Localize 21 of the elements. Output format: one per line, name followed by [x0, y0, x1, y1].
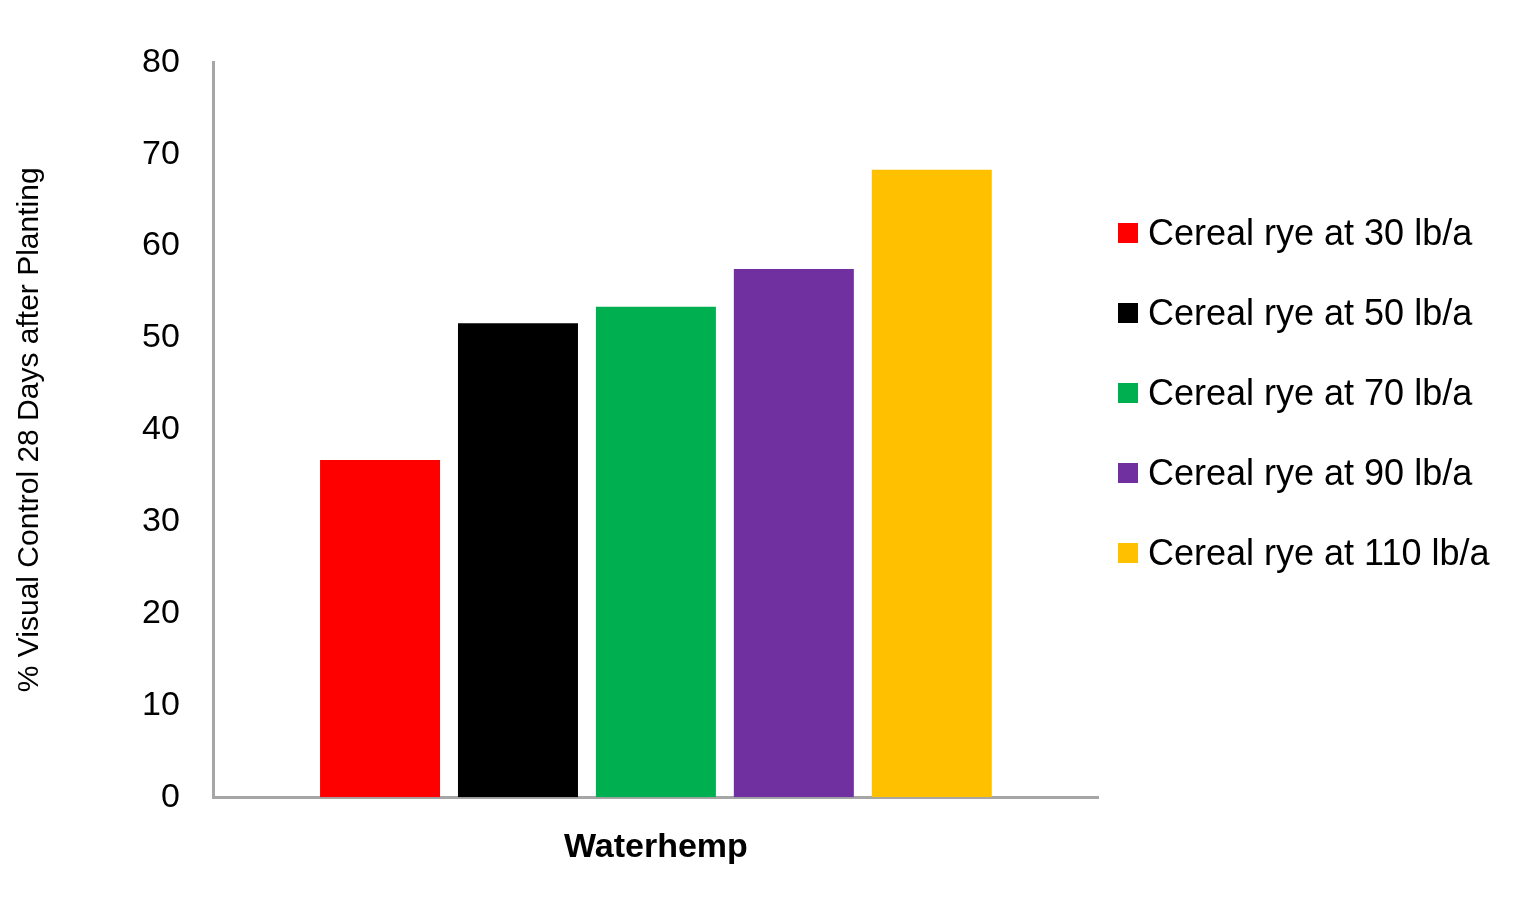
bar	[871, 169, 992, 798]
y-tick-label: 10	[141, 683, 180, 722]
y-tick-label: 30	[141, 500, 180, 539]
legend-label: Cereal rye at 50 lb/a	[1148, 292, 1473, 334]
bar	[595, 306, 716, 798]
legend-label: Cereal rye at 70 lb/a	[1148, 372, 1473, 414]
bar	[733, 269, 854, 798]
y-axis-title: % Visual Control 28 Days after Planting	[11, 167, 45, 693]
legend-label: Cereal rye at 110 lb/a	[1148, 532, 1490, 574]
y-tick-label: 60	[141, 224, 180, 263]
y-tick-label: 20	[141, 591, 180, 630]
y-tick-label: 40	[141, 408, 180, 447]
bar	[457, 323, 578, 798]
bar	[320, 460, 441, 798]
x-tick-label: Waterhemp	[563, 825, 748, 864]
y-tick-label: 0	[160, 775, 180, 814]
y-tick-label: 50	[141, 316, 180, 355]
y-tick-label: 70	[141, 132, 180, 171]
legend-label: Cereal rye at 30 lb/a	[1148, 212, 1473, 254]
legend-label: Cereal rye at 90 lb/a	[1148, 452, 1473, 494]
y-tick-label: 80	[141, 40, 180, 79]
